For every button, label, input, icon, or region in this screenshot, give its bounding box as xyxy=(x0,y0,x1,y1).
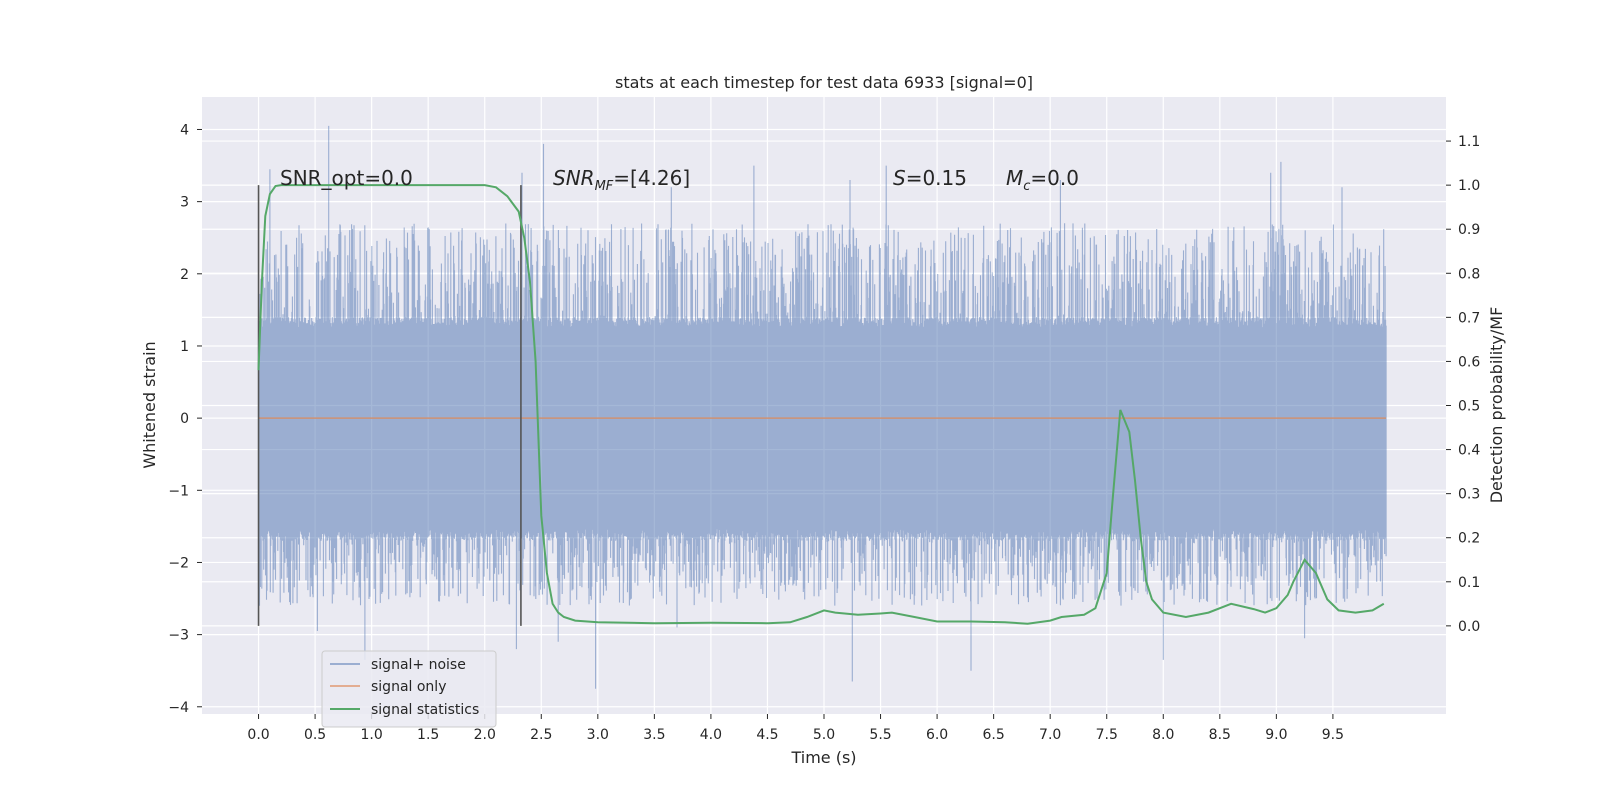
annotation-snr-mf: SNRMF=[4.26] xyxy=(553,166,690,194)
legend-label-signal-noise: signal+ noise xyxy=(371,657,466,673)
right-y-axis-label: Detection probability/MF xyxy=(1487,307,1506,504)
x-tick-label: 0.5 xyxy=(304,727,326,743)
left-y-tick-label: 4 xyxy=(180,122,189,138)
legend-box xyxy=(321,650,497,728)
x-tick-label: 6.0 xyxy=(926,727,948,743)
x-tick-label: 7.5 xyxy=(1096,727,1118,743)
x-tick-label: 8.5 xyxy=(1209,727,1231,743)
x-tick-label: 6.5 xyxy=(983,727,1005,743)
right-y-tick-label: 0.0 xyxy=(1458,619,1480,635)
x-tick-label: 4.5 xyxy=(756,727,778,743)
left-y-tick-label: −3 xyxy=(168,628,189,644)
x-axis-label: Time (s) xyxy=(790,748,856,767)
annotation-mc-rest: =0.0 xyxy=(1030,166,1079,190)
signal-statistics-series xyxy=(257,184,1385,625)
x-tick-label: 4.0 xyxy=(700,727,722,743)
right-y-axis-ticks: 0.0 0.1 0.2 0.3 0.4 0.5 0.6 0.7 0.8 0.9 1.0 1.1 xyxy=(1446,134,1480,635)
left-y-tick-label: −4 xyxy=(168,700,189,716)
x-axis-ticks: 0.0 0.5 1.0 1.5 2.0 2.5 3.0 3.5 4.0 4.5 5.0 5.5 6.0 6… xyxy=(247,714,1344,743)
x-tick-label: 9.0 xyxy=(1265,727,1287,743)
x-tick-label: 0.0 xyxy=(247,727,269,743)
right-y-tick-label: 0.3 xyxy=(1458,487,1480,503)
legend: signal+ noise signal only signal statist… xyxy=(321,650,497,728)
left-y-tick-label: −2 xyxy=(168,555,189,571)
x-tick-label: 5.5 xyxy=(869,727,891,743)
left-y-tick-label: 1 xyxy=(180,339,189,355)
left-y-tick-label: −1 xyxy=(168,483,189,499)
annotation-snr-mf-rest: =[4.26] xyxy=(613,166,690,190)
right-y-tick-label: 0.7 xyxy=(1458,310,1480,326)
left-y-tick-label: 0 xyxy=(180,411,189,427)
x-tick-label: 3.5 xyxy=(643,727,665,743)
x-tick-label: 7.0 xyxy=(1039,727,1061,743)
right-y-tick-label: 0.1 xyxy=(1458,575,1480,591)
left-y-axis-label: Whitened strain xyxy=(140,341,159,468)
right-y-tick-label: 1.1 xyxy=(1458,134,1480,150)
right-y-tick-label: 0.8 xyxy=(1458,266,1480,282)
vertical-markers xyxy=(257,185,522,626)
x-tick-label: 1.0 xyxy=(361,727,383,743)
x-tick-label: 9.5 xyxy=(1322,727,1344,743)
x-tick-label: 2.0 xyxy=(474,727,496,743)
left-y-tick-label: 2 xyxy=(180,267,189,283)
x-tick-label: 5.0 xyxy=(813,727,835,743)
right-y-tick-label: 0.6 xyxy=(1458,354,1480,370)
right-y-tick-label: 0.5 xyxy=(1458,399,1480,415)
right-y-tick-label: 1.0 xyxy=(1458,178,1480,194)
annotation-snr-opt: SNR_opt=0.0 xyxy=(280,166,413,190)
annotation-mc-main: M xyxy=(1006,166,1023,190)
annotation-snr-mf-main: SNR xyxy=(553,166,595,190)
right-y-tick-label: 0.2 xyxy=(1458,531,1480,547)
x-tick-label: 3.0 xyxy=(587,727,609,743)
annotation-mc-sub: c xyxy=(1023,179,1030,194)
right-y-tick-label: 0.9 xyxy=(1458,222,1480,238)
legend-label-signal-only: signal only xyxy=(371,679,446,695)
signal-statistics-line xyxy=(257,184,1385,625)
left-y-axis-ticks: −4 −3 −2 −1 0 1 2 3 4 xyxy=(168,122,202,716)
x-tick-label: 8.0 xyxy=(1152,727,1174,743)
annotation-s: S=0.15 xyxy=(893,166,967,190)
annotation-s-main: S xyxy=(893,166,906,190)
x-tick-label: 1.5 xyxy=(417,727,439,743)
annotation-snr-mf-sub: MF xyxy=(595,179,614,194)
chart-title: stats at each timestep for test data 693… xyxy=(615,73,1033,92)
annotation-mc: Mc=0.0 xyxy=(1006,166,1079,194)
legend-label-signal-statistics: signal statistics xyxy=(371,702,479,718)
left-y-tick-label: 3 xyxy=(180,195,189,211)
right-y-tick-label: 0.4 xyxy=(1458,443,1480,459)
annotation-s-rest: =0.15 xyxy=(906,166,967,190)
x-tick-label: 2.5 xyxy=(530,727,552,743)
